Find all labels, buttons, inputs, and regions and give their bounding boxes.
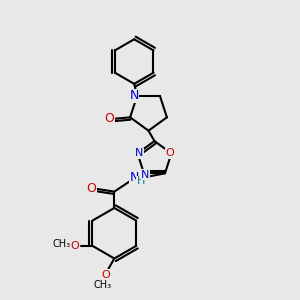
- Text: O: O: [86, 182, 96, 195]
- Text: O: O: [101, 270, 110, 280]
- Text: N: N: [141, 170, 150, 180]
- Text: N: N: [135, 148, 143, 158]
- Text: CH₃: CH₃: [93, 280, 112, 290]
- Text: O: O: [104, 112, 114, 125]
- Text: H: H: [137, 176, 145, 186]
- Text: O: O: [70, 241, 79, 251]
- Text: N: N: [130, 171, 139, 184]
- Text: CH₃: CH₃: [52, 239, 70, 249]
- Text: O: O: [166, 148, 174, 158]
- Text: N: N: [130, 89, 139, 102]
